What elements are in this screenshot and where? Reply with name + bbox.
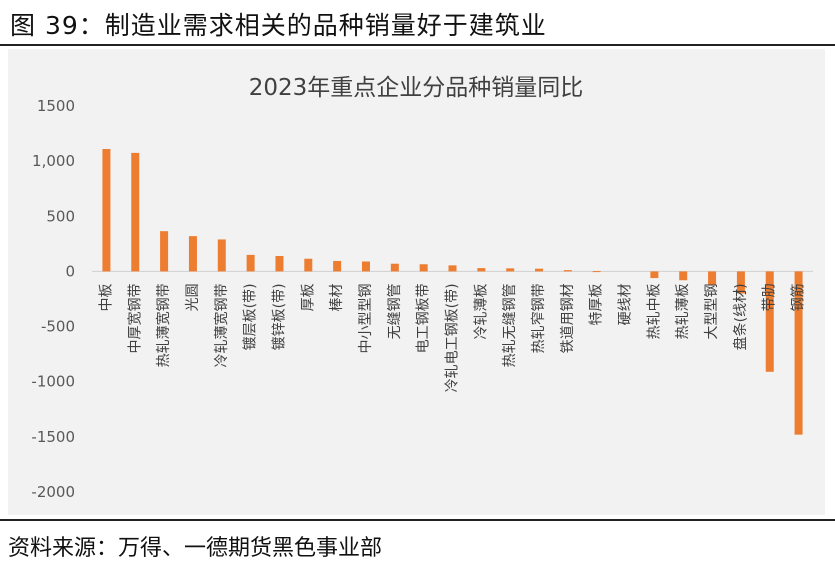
x-category-label: 中厚宽钢带 <box>126 283 143 353</box>
bar <box>506 268 515 272</box>
bar <box>390 263 399 272</box>
figure-title: 图 39：制造业需求相关的品种销量好于建筑业 <box>10 11 547 40</box>
bar <box>102 149 111 272</box>
x-category-label: 冷轧薄宽钢带 <box>213 283 230 367</box>
y-tick-label: -2000 <box>31 483 75 501</box>
x-category-label: 盘条(线材) <box>732 283 749 350</box>
bar <box>794 271 803 435</box>
chart-area: 2023年重点企业分品种销量同比 1500 1,000 500 0 -500 -1000 -… <box>8 49 825 515</box>
y-tick-label: 1,000 <box>32 152 75 170</box>
x-category-label: 硬线材 <box>618 283 634 325</box>
x-category-label: 镀层板(带) <box>242 283 259 350</box>
bar <box>246 254 255 272</box>
x-category-label: 电工钢板带 <box>416 283 432 353</box>
bar <box>419 264 428 272</box>
bottom-divider <box>0 519 835 521</box>
x-category-label: 冷轧薄板 <box>473 283 489 339</box>
y-tick-label: 1500 <box>37 97 75 115</box>
bar <box>535 268 544 272</box>
x-axis-labels: 中板 中厚宽钢带 热轧薄宽钢带 光圆 冷轧薄宽钢带 镀层板(带) 镀锌板(带) 厚板 棒材 中小型… <box>98 283 806 392</box>
x-category-label: 热轧薄宽钢带 <box>155 283 172 367</box>
y-tick-label: -500 <box>41 318 75 336</box>
y-tick-label: 0 <box>65 262 75 280</box>
x-category-label: 冷轧电工钢板(带) <box>445 283 461 392</box>
bar-series <box>102 149 803 435</box>
x-category-label: 热轧窄钢带 <box>530 283 547 353</box>
x-category-label: 光圆 <box>185 283 201 311</box>
bar <box>448 265 457 272</box>
bar <box>361 261 370 272</box>
bar <box>765 271 774 372</box>
bar <box>304 258 313 272</box>
bar <box>679 271 688 281</box>
bar <box>160 231 169 272</box>
x-category-label: 棒材 <box>329 283 345 311</box>
x-category-label: 热轧中板 <box>646 283 662 339</box>
x-category-label: 无缝钢管 <box>387 283 403 339</box>
source-note: 资料来源：万得、一德期货黑色事业部 <box>8 536 383 561</box>
y-axis: 1500 1,000 500 0 -500 -1000 -1500 -2000 <box>31 97 75 501</box>
x-category-label: 带肋 <box>762 283 778 311</box>
chart-title: 2023年重点企业分品种销量同比 <box>249 75 584 101</box>
bar <box>131 152 140 272</box>
x-category-label: 热轧无缝钢管 <box>502 283 518 367</box>
x-category-label: 钢筋 <box>790 283 807 311</box>
bar <box>650 271 659 279</box>
bar <box>708 271 717 285</box>
bar <box>188 236 197 272</box>
x-category-label: 中小型型钢 <box>358 283 374 353</box>
top-divider <box>0 44 835 46</box>
bar <box>563 270 572 272</box>
bar <box>736 271 745 294</box>
bar <box>217 239 226 272</box>
x-category-label: 中板 <box>98 283 114 311</box>
y-tick-label: -1000 <box>31 373 75 391</box>
bar <box>477 268 486 272</box>
x-category-label: 特厚板 <box>589 283 605 325</box>
bar-chart: 2023年重点企业分品种销量同比 1500 1,000 500 0 -500 -1000 -… <box>31 75 813 501</box>
x-category-label: 大型型钢 <box>704 283 720 339</box>
bar <box>275 255 284 272</box>
bar <box>592 271 601 273</box>
x-category-label: 铁道用钢材 <box>560 283 576 353</box>
y-tick-label: 500 <box>46 207 75 225</box>
x-category-label: 热轧薄板 <box>675 283 691 339</box>
x-category-label: 厚板 <box>300 283 316 311</box>
x-category-label: 镀锌板(带) <box>270 283 287 350</box>
y-tick-label: -1500 <box>31 428 75 446</box>
bar <box>333 260 342 272</box>
